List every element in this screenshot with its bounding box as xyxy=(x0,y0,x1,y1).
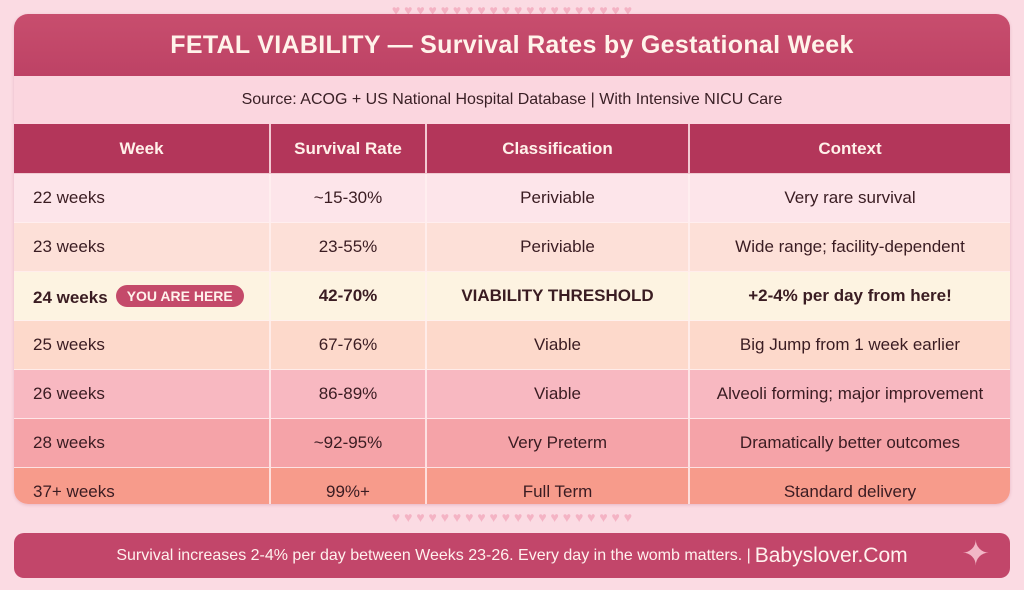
viability-card: FETAL VIABILITY — Survival Rates by Gest… xyxy=(14,14,1010,504)
week-cell-text: 28 weeks xyxy=(33,433,105,452)
survival-table: Week Survival Rate Classification Contex… xyxy=(14,124,1010,504)
context-cell-text: Very rare survival xyxy=(784,188,916,207)
survival-rate-cell: 99%+ xyxy=(270,467,427,504)
classification-cell: Very Preterm xyxy=(426,418,690,468)
context-cell-text: Big Jump from 1 week earlier xyxy=(739,335,961,354)
footer-banner: Survival increases 2-4% per day between … xyxy=(14,533,1010,578)
table-row: 22 weeks ~15-30% Periviable Very rare survi… xyxy=(14,173,1010,223)
survival-rate-cell-text: 23-55% xyxy=(318,237,378,256)
column-header-survival-rate: Survival Rate xyxy=(270,124,427,174)
context-cell: Big Jump from 1 week earlier xyxy=(689,320,1010,370)
column-header-week: Week xyxy=(14,124,271,174)
table-row: 28 weeks ~92-95% Very Preterm Dramatically … xyxy=(14,418,1010,468)
survival-rate-cell-text: 42-70% xyxy=(318,286,378,305)
survival-rate-cell-text: 86-89% xyxy=(318,384,378,403)
survival-rate-cell: 23-55% xyxy=(270,222,427,272)
classification-cell: Full Term xyxy=(426,467,690,504)
week-cell: 25 weeks xyxy=(14,320,271,370)
survival-rate-cell-text: 67-76% xyxy=(318,335,378,354)
week-cell-text: 23 weeks xyxy=(33,237,105,256)
classification-cell: Viable xyxy=(426,320,690,370)
context-cell-text: +2-4% per day from here! xyxy=(748,286,952,305)
classification-cell-text: Periviable xyxy=(520,237,595,256)
week-cell: 37+ weeks xyxy=(14,467,271,504)
table-row: 26 weeks 86-89% Viable Alveoli forming; maj… xyxy=(14,369,1010,419)
context-cell: Dramatically better outcomes xyxy=(689,418,1010,468)
column-header-context: Context xyxy=(689,124,1010,174)
survival-rate-cell-text: ~92-95% xyxy=(313,433,383,452)
week-cell-text: 25 weeks xyxy=(33,335,105,354)
week-cell: 23 weeks xyxy=(14,222,271,272)
survival-rate-cell: 67-76% xyxy=(270,320,427,370)
survival-rate-cell: ~92-95% xyxy=(270,418,427,468)
classification-cell-text: Full Term xyxy=(522,482,593,501)
classification-cell-text: Viable xyxy=(534,384,581,403)
classification-cell-text: Very Preterm xyxy=(507,433,608,452)
survival-rate-cell: 42-70% xyxy=(270,271,427,321)
classification-cell-text: VIABILITY THRESHOLD xyxy=(461,286,654,305)
classification-cell-text: Viable xyxy=(534,335,581,354)
classification-cell: Viable xyxy=(426,369,690,419)
classification-cell: Periviable xyxy=(426,173,690,223)
table-row: 37+ weeks 99%+ Full Term Standard delivery xyxy=(14,467,1010,504)
context-cell: Very rare survival xyxy=(689,173,1010,223)
brand-name: Babyslover.Com xyxy=(754,543,908,567)
sparkle-icon: ✦ xyxy=(961,535,991,573)
week-cell: 22 weeks xyxy=(14,173,271,223)
week-cell-text: 37+ weeks xyxy=(33,482,115,501)
week-cell-text: 24 weeks xyxy=(33,287,108,307)
survival-rate-cell: ~15-30% xyxy=(270,173,427,223)
week-cell-text: 22 weeks xyxy=(33,188,105,207)
week-cell: 28 weeks xyxy=(14,418,271,468)
footer-text: Survival increases 2-4% per day between … xyxy=(116,546,751,564)
background-pattern: ♥ ♥ ♥ ♥ ♥ ♥ ♥ ♥ ♥ ♥ ♥ ♥ ♥ ♥ ♥ ♥ ♥ ♥ ♥ ♥ xyxy=(391,509,633,525)
week-cell-text: 26 weeks xyxy=(33,384,105,403)
table-header-row: Week Survival Rate Classification Contex… xyxy=(14,124,1010,174)
column-header-classification: Classification xyxy=(426,124,690,174)
classification-cell-text: Periviable xyxy=(520,188,595,207)
context-cell: Alveoli forming; major improvement xyxy=(689,369,1010,419)
page-title: FETAL VIABILITY — Survival Rates by Gest… xyxy=(14,14,1010,76)
context-cell: Standard delivery xyxy=(689,467,1010,504)
context-cell-text: Alveoli forming; major improvement xyxy=(716,384,984,403)
table-row: 25 weeks 67-76% Viable Big Jump from 1 week… xyxy=(14,320,1010,370)
classification-cell: VIABILITY THRESHOLD xyxy=(426,271,690,321)
survival-rate-cell: 86-89% xyxy=(270,369,427,419)
context-cell-text: Wide range; facility-dependent xyxy=(735,237,965,256)
context-cell-text: Dramatically better outcomes xyxy=(739,433,961,452)
context-cell: Wide range; facility-dependent xyxy=(689,222,1010,272)
week-cell: 26 weeks xyxy=(14,369,271,419)
survival-rate-cell-text: ~15-30% xyxy=(313,188,383,207)
source-line: Source: ACOG + US National Hospital Data… xyxy=(14,76,1010,124)
survival-rate-cell-text: 99%+ xyxy=(326,482,370,501)
you-are-here-badge: YOU ARE HERE xyxy=(115,284,244,307)
table-row: 23 weeks 23-55% Periviable Wide range; faci… xyxy=(14,222,1010,272)
context-cell-text: Standard delivery xyxy=(783,482,917,501)
classification-cell: Periviable xyxy=(426,222,690,272)
context-cell: +2-4% per day from here! xyxy=(689,271,1010,321)
week-cell: 24 weeks YOU ARE HERE xyxy=(14,271,271,321)
table-row: 24 weeks YOU ARE HERE 42-70% VIABILITY THRE… xyxy=(14,271,1010,321)
